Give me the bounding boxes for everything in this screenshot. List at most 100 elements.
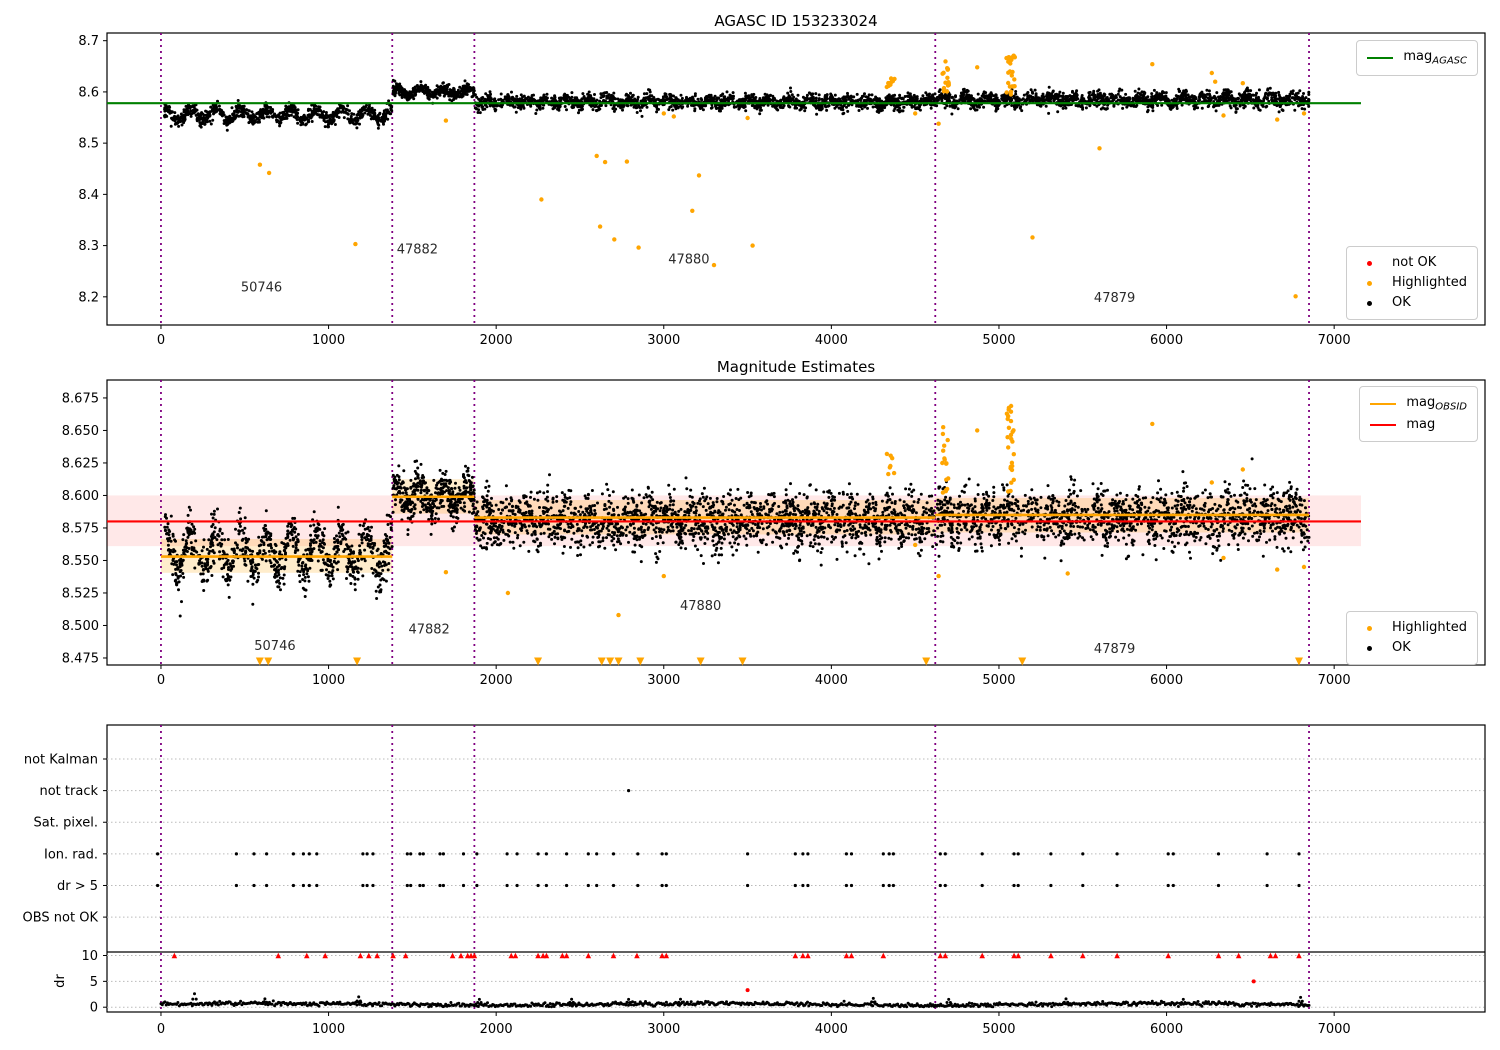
middle-plot-title: Magnitude Estimates (716, 358, 876, 376)
x-tick-label: 0 (157, 333, 165, 348)
y-tick-label: 8.5 (78, 137, 99, 152)
flag-row-label: not Kalman (24, 753, 98, 768)
y-tick-label: 8.600 (62, 489, 99, 504)
y-tick-label: 8.625 (62, 456, 99, 471)
top-plot-frame (106, 32, 1486, 326)
legend-dot-swatch (1367, 645, 1373, 651)
y-tick-label: 8.7 (78, 34, 99, 49)
legend-label: OK (1392, 640, 1411, 656)
legend-dot-swatch (1367, 625, 1373, 631)
x-tick-label: 6000 (1150, 1022, 1183, 1037)
middle-plot-legend-lines: magOBSID mag (1359, 386, 1478, 443)
legend-label: Highlighted (1392, 620, 1467, 635)
y-tick-label: 8.650 (62, 424, 99, 439)
x-tick-label: 5000 (982, 673, 1015, 688)
highlighted-scatter (255, 403, 1307, 666)
obsid-label: 47880 (668, 253, 709, 268)
legend-entry: OK (1357, 293, 1467, 313)
dr-capped-markers (171, 952, 1302, 993)
y-tick-label: 8.550 (62, 554, 99, 569)
x-tick-label: 3000 (647, 333, 680, 348)
x-tick-label: 7000 (1318, 333, 1351, 348)
obsid-label: 47882 (397, 242, 438, 257)
y-tick-label: 8.2 (78, 290, 99, 305)
x-tick-label: 1000 (312, 673, 345, 688)
middle-plot-legend-markers: Highlighted OK (1346, 611, 1478, 666)
x-tick-label: 4000 (815, 673, 848, 688)
x-tick-label: 2000 (480, 1022, 513, 1037)
legend-label: magOBSID (1406, 395, 1467, 413)
y-tick-label: 8.500 (62, 619, 99, 634)
x-tick-label: 0 (157, 1022, 165, 1037)
x-tick-label: 4000 (815, 1022, 848, 1037)
legend-entry: magAGASC (1367, 47, 1467, 69)
x-tick-label: 0 (157, 673, 165, 688)
highlighted-scatter (257, 53, 1307, 299)
dr-red-point (1251, 979, 1256, 984)
top-plot-title: AGASC ID 153233024 (714, 12, 878, 30)
legend-entry: Highlighted (1357, 273, 1467, 293)
y-tick-label: 8.4 (78, 188, 99, 203)
ok-scatter (163, 457, 1311, 618)
x-tick-label: 4000 (815, 333, 848, 348)
flag-row-label: OBS not OK (23, 911, 99, 926)
top-plot-legend-markers: not OK Highlighted OK (1346, 246, 1478, 321)
ok-scatter (163, 78, 1311, 132)
dr-tick-label: 10 (81, 949, 98, 964)
x-tick-label: 5000 (982, 1022, 1015, 1037)
bottom-plot-frame (106, 724, 1486, 1013)
legend-entry: not OK (1357, 253, 1467, 273)
legend-dot-swatch (1367, 280, 1373, 286)
y-tick-label: 8.575 (62, 521, 99, 536)
dr-tick-label: 5 (90, 975, 98, 990)
x-tick-label: 7000 (1318, 673, 1351, 688)
y-tick-label: 8.525 (62, 586, 99, 601)
x-tick-label: 6000 (1150, 673, 1183, 688)
legend-line-swatch (1370, 403, 1397, 406)
obsid-label: 47880 (680, 599, 721, 614)
obsid-label: 47879 (1094, 642, 1135, 657)
dr-red-point (745, 988, 750, 993)
y-tick-label: 8.675 (62, 391, 99, 406)
x-tick-label: 3000 (647, 673, 680, 688)
y-tick-label: 8.475 (62, 651, 99, 666)
flag-row-label: not track (39, 784, 98, 799)
dr-tick-label: 0 (90, 1001, 98, 1016)
legend-dot-swatch (1367, 260, 1373, 266)
x-tick-label: 1000 (312, 333, 345, 348)
flag-row-label: dr > 5 (57, 879, 98, 894)
dr-axis-label: dr (53, 974, 68, 988)
x-tick-label: 2000 (480, 673, 513, 688)
flag-dots (156, 789, 1301, 888)
x-tick-label: 1000 (312, 1022, 345, 1037)
legend-label: Highlighted (1392, 275, 1467, 291)
obsid-label: 50746 (241, 281, 282, 296)
y-tick-label: 8.3 (78, 239, 99, 254)
legend-dot-swatch (1367, 300, 1373, 306)
legend-label: not OK (1392, 255, 1437, 270)
legend-entry: OK (1357, 638, 1467, 658)
x-tick-label: 2000 (480, 333, 513, 348)
top-plot-legend-mag-agasc: magAGASC (1356, 40, 1478, 77)
legend-line-swatch (1370, 424, 1397, 427)
legend-label: magAGASC (1403, 49, 1467, 67)
legend-line-swatch (1367, 57, 1394, 60)
x-tick-label: 7000 (1318, 1022, 1351, 1037)
dr-trace (159, 992, 1311, 1009)
obsid-label: 50746 (254, 639, 295, 654)
obsid-label: 47882 (408, 622, 449, 637)
x-tick-label: 6000 (1150, 333, 1183, 348)
y-tick-label: 8.6 (78, 85, 99, 100)
legend-entry: magOBSID (1370, 393, 1467, 415)
legend-label: mag (1406, 417, 1436, 433)
obsid-label: 47879 (1094, 291, 1135, 306)
legend-entry: Highlighted (1357, 618, 1467, 638)
flag-row-label: Sat. pixel. (34, 816, 98, 831)
x-tick-label: 3000 (647, 1022, 680, 1037)
legend-label: OK (1392, 295, 1411, 311)
x-tick-label: 5000 (982, 333, 1015, 348)
flag-row-label: Ion. rad. (44, 847, 98, 862)
legend-entry: mag (1370, 415, 1467, 435)
